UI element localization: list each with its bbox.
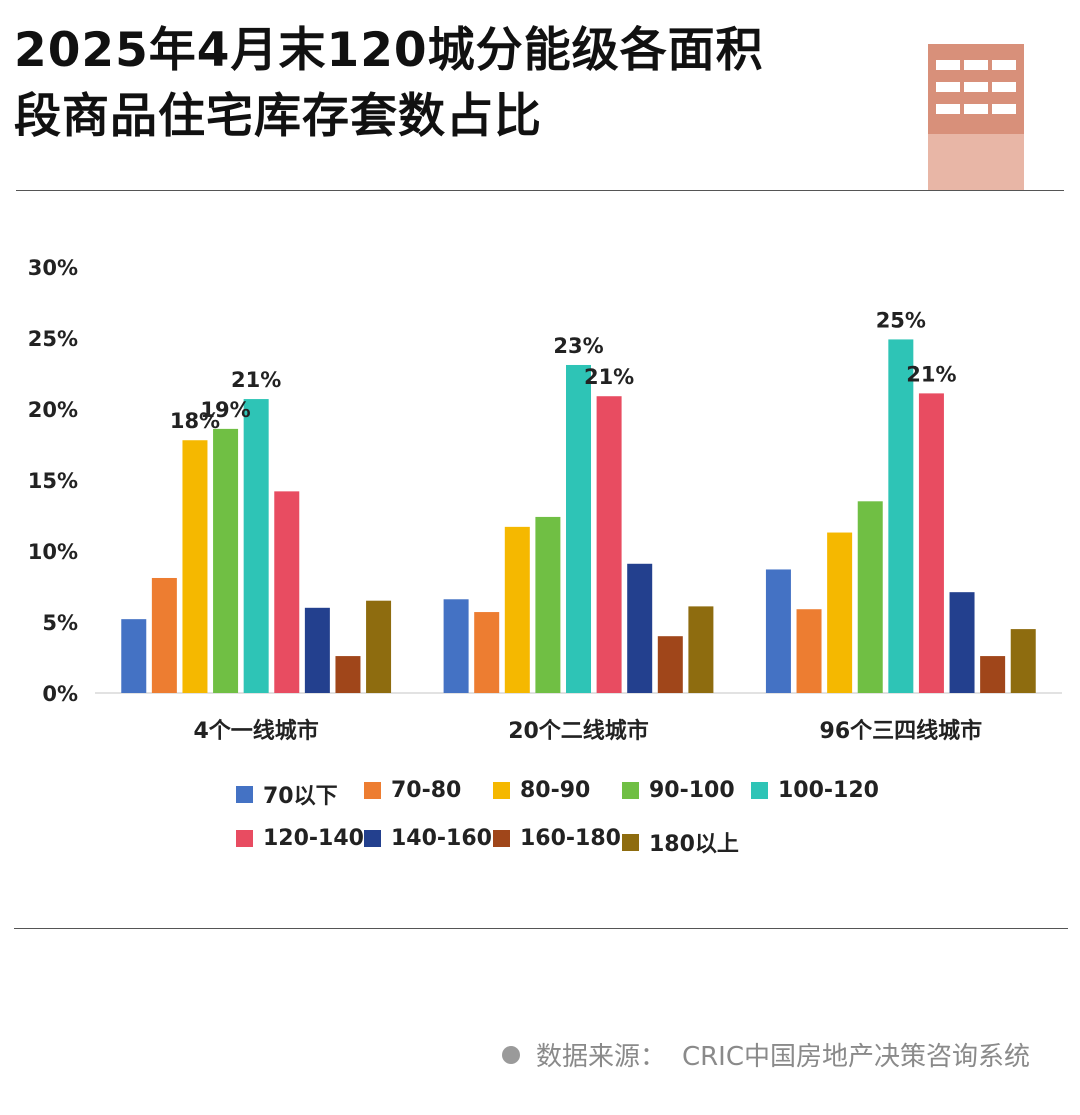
bar-2-2 [827,532,853,693]
legend-item: 140-160 [364,826,492,851]
data-label: 23% [553,334,603,358]
chart-title: 2025年4月末120城分能级各面积 段商品住宅库存套数占比 [14,18,764,150]
x-category-label: 20个二线城市 [508,718,649,744]
x-category-label: 4个一线城市 [194,718,319,744]
legend-label: 70以下 [263,784,338,809]
legend-item: 100-120 [751,778,879,803]
source-note: 数据来源： CRIC中国房地产决策咨询系统 [501,1036,1030,1073]
bar-2-6 [949,592,975,693]
bar-1-2 [504,526,530,693]
legend-swatch [751,782,768,799]
bar-1-3 [535,516,561,693]
bar-0-1 [151,577,177,693]
footer-divider [14,928,1068,929]
source-dot-icon [501,1045,520,1064]
data-label: 21% [231,368,281,392]
x-category-label: 96个三四线城市 [820,718,983,744]
data-label: 19% [200,398,250,422]
bar-1-6 [627,563,653,693]
legend-item: 70以下 [236,778,338,810]
bar-1-4 [566,364,591,693]
bar-1-5 [596,396,622,693]
chart-legend: 70以下 70-80 80-90 90-100 100-120 120-140 140-16… [0,770,1080,860]
legend-label: 90-100 [649,778,735,803]
legend-item: 70-80 [364,778,461,803]
bar-0-0 [121,619,147,693]
bar-0-7 [335,656,361,693]
legend-label: 100-120 [778,778,879,803]
data-label: 18% [170,409,220,433]
legend-item: 180以上 [622,826,739,858]
legend-label: 180以上 [649,832,739,857]
bar-1-1 [474,612,500,693]
y-tick-label: 0% [42,682,78,706]
legend-swatch [493,830,510,847]
legend-label: 140-160 [391,826,492,851]
bar-2-0 [765,569,791,693]
chart-title-line-1: 2025年4月末120城分能级各面积 [14,23,764,78]
legend-swatch [364,782,381,799]
header-divider [16,190,1064,191]
legend-item: 90-100 [622,778,735,803]
bar-2-3 [857,501,883,693]
bar-0-5 [274,491,300,693]
bar-0-6 [304,607,330,693]
legend-item: 80-90 [493,778,590,803]
bar-chart: 0% 5% 10% 15% 20% 25% 30% 4个一线城市 20个二线城市 96个三四线城市… [28,256,1062,744]
building-icon [928,44,1024,190]
legend-swatch [493,782,510,799]
bar-2-1 [796,609,822,693]
bar-2-7 [980,656,1006,693]
bar-1-0 [443,599,469,693]
bar-0-8 [366,600,392,693]
legend-label: 80-90 [520,778,591,803]
data-label: 21% [906,362,956,386]
y-tick-label: 20% [28,398,78,422]
data-label: 25% [876,308,926,332]
y-tick-label: 5% [42,611,78,635]
bar-1-8 [688,606,714,693]
legend-item: 120-140 [236,826,364,851]
legend-label: 160-180 [520,826,621,851]
data-label: 21% [584,365,634,389]
legend-swatch [236,785,253,803]
legend-swatch [364,830,381,847]
bar-0-3 [213,428,239,693]
bar-2-4 [888,339,914,693]
source-text: CRIC中国房地产决策咨询系统 [681,1042,1030,1072]
source-label: 数据来源： [535,1042,666,1072]
bar-2-5 [918,393,944,693]
y-tick-label: 15% [28,469,78,493]
bar-0-2 [182,440,208,693]
bar-0-4 [243,399,269,693]
legend-label: 70-80 [391,778,462,803]
legend-swatch [622,833,639,851]
legend-item: 160-180 [493,826,621,851]
y-tick-label: 10% [28,540,78,564]
bar-1-7 [657,636,683,693]
legend-swatch [236,830,253,847]
y-tick-label: 25% [28,327,78,351]
legend-swatch [622,782,639,799]
y-tick-label: 30% [28,256,78,280]
chart-title-line-2: 段商品住宅库存套数占比 [14,89,542,144]
bar-2-8 [1010,629,1036,693]
legend-label: 120-140 [263,826,364,851]
